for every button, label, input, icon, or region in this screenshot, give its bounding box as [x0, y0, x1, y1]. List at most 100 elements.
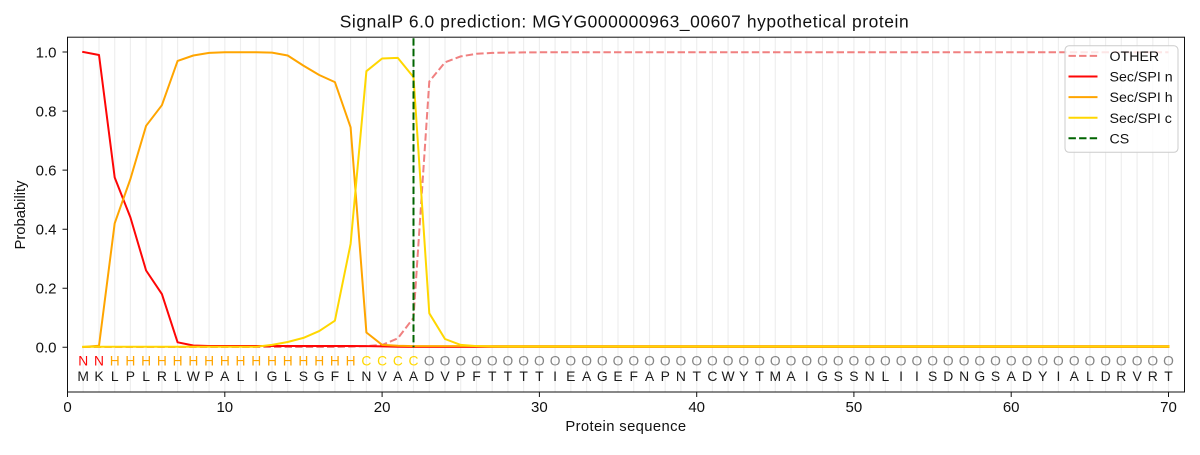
svg-text:O: O	[1147, 354, 1158, 369]
svg-text:O: O	[864, 354, 875, 369]
svg-text:O: O	[880, 354, 891, 369]
svg-text:A: A	[220, 368, 230, 384]
svg-text:M: M	[770, 368, 782, 384]
svg-text:O: O	[455, 354, 466, 369]
svg-text:O: O	[581, 354, 592, 369]
svg-text:O: O	[613, 354, 624, 369]
svg-text:N: N	[959, 368, 969, 384]
svg-text:O: O	[849, 354, 860, 369]
svg-text:R: R	[1116, 368, 1126, 384]
svg-text:L: L	[284, 368, 292, 384]
svg-text:O: O	[1163, 354, 1174, 369]
svg-text:D: D	[1022, 368, 1032, 384]
svg-text:O: O	[487, 354, 498, 369]
svg-text:G: G	[974, 368, 985, 384]
svg-text:C: C	[377, 354, 387, 369]
svg-text:G: G	[597, 368, 608, 384]
svg-text:H: H	[125, 354, 135, 369]
svg-text:S: S	[849, 368, 858, 384]
svg-text:O: O	[896, 354, 907, 369]
svg-text:H: H	[314, 354, 324, 369]
svg-text:I: I	[1056, 368, 1060, 384]
svg-text:G: G	[817, 368, 828, 384]
svg-text:W: W	[722, 368, 736, 384]
svg-text:C: C	[707, 368, 717, 384]
svg-text:O: O	[1085, 354, 1096, 369]
svg-text:O: O	[723, 354, 734, 369]
svg-text:C: C	[393, 354, 403, 369]
svg-text:T: T	[519, 368, 528, 384]
svg-text:SignalP 6.0 prediction: MGYG00: SignalP 6.0 prediction: MGYG000000963_00…	[340, 12, 910, 32]
svg-text:I: I	[805, 368, 809, 384]
svg-text:S: S	[834, 368, 843, 384]
svg-text:P: P	[126, 368, 135, 384]
svg-text:O: O	[503, 354, 514, 369]
svg-text:A: A	[409, 368, 419, 384]
svg-text:D: D	[943, 368, 953, 384]
svg-text:L: L	[111, 368, 119, 384]
svg-text:E: E	[613, 368, 622, 384]
svg-text:O: O	[927, 354, 938, 369]
svg-text:70: 70	[1160, 399, 1177, 416]
svg-text:0.6: 0.6	[36, 163, 57, 180]
svg-text:O: O	[943, 354, 954, 369]
svg-text:Protein sequence: Protein sequence	[565, 419, 686, 435]
svg-text:O: O	[424, 354, 435, 369]
svg-text:O: O	[565, 354, 576, 369]
svg-text:O: O	[550, 354, 561, 369]
svg-text:O: O	[471, 354, 482, 369]
svg-text:D: D	[424, 368, 434, 384]
svg-text:A: A	[645, 368, 655, 384]
svg-text:H: H	[236, 354, 246, 369]
svg-text:O: O	[1053, 354, 1064, 369]
svg-text:O: O	[1100, 354, 1111, 369]
svg-text:H: H	[220, 354, 230, 369]
svg-text:L: L	[347, 368, 355, 384]
svg-text:O: O	[817, 354, 828, 369]
svg-text:C: C	[409, 354, 419, 369]
svg-text:G: G	[267, 368, 278, 384]
svg-text:O: O	[1069, 354, 1080, 369]
svg-text:O: O	[644, 354, 655, 369]
svg-text:H: H	[141, 354, 151, 369]
svg-text:S: S	[991, 368, 1000, 384]
svg-text:O: O	[770, 354, 781, 369]
svg-text:O: O	[440, 354, 451, 369]
svg-text:H: H	[267, 354, 277, 369]
svg-text:A: A	[786, 368, 796, 384]
svg-text:OTHER: OTHER	[1110, 49, 1160, 65]
svg-text:G: G	[314, 368, 325, 384]
svg-text:F: F	[331, 368, 340, 384]
svg-text:S: S	[299, 368, 308, 384]
svg-text:T: T	[692, 368, 701, 384]
svg-text:40: 40	[688, 399, 705, 416]
svg-text:Sec/SPI h: Sec/SPI h	[1110, 90, 1173, 106]
svg-text:O: O	[691, 354, 702, 369]
svg-text:C: C	[361, 354, 371, 369]
svg-text:0.4: 0.4	[36, 222, 57, 239]
svg-text:0.8: 0.8	[36, 104, 57, 121]
svg-text:H: H	[298, 354, 308, 369]
svg-text:A: A	[582, 368, 592, 384]
svg-text:N: N	[676, 368, 686, 384]
svg-text:H: H	[204, 354, 214, 369]
svg-text:20: 20	[374, 399, 391, 416]
svg-text:K: K	[94, 368, 104, 384]
svg-text:W: W	[187, 368, 201, 384]
svg-text:1.0: 1.0	[36, 44, 57, 61]
svg-text:O: O	[1006, 354, 1017, 369]
svg-text:O: O	[833, 354, 844, 369]
svg-text:T: T	[504, 368, 513, 384]
svg-text:O: O	[738, 354, 749, 369]
svg-text:I: I	[899, 368, 903, 384]
svg-text:P: P	[456, 368, 465, 384]
svg-text:N: N	[78, 354, 88, 369]
svg-text:H: H	[330, 354, 340, 369]
svg-text:H: H	[188, 354, 198, 369]
svg-text:O: O	[597, 354, 608, 369]
svg-text:O: O	[1037, 354, 1048, 369]
svg-text:E: E	[566, 368, 575, 384]
svg-text:Y: Y	[1038, 368, 1047, 384]
svg-text:F: F	[629, 368, 638, 384]
svg-text:L: L	[174, 368, 182, 384]
